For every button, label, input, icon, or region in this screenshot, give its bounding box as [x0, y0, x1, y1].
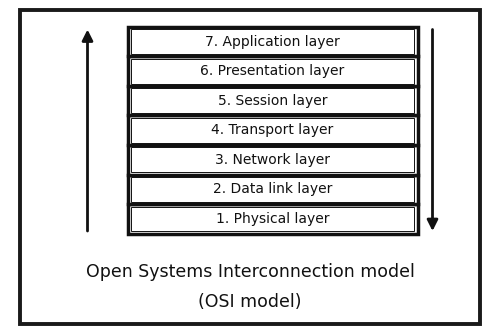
Bar	[128, 27, 418, 56]
Bar	[131, 147, 414, 172]
Bar	[128, 175, 418, 204]
Text: 6. Presentation layer: 6. Presentation layer	[200, 64, 344, 78]
Bar	[128, 204, 418, 234]
Text: Open Systems Interconnection model: Open Systems Interconnection model	[86, 263, 414, 281]
Bar	[131, 29, 414, 54]
Bar	[128, 145, 418, 175]
Bar	[131, 206, 414, 231]
Bar	[128, 116, 418, 145]
Bar	[128, 56, 418, 86]
Bar	[131, 118, 414, 143]
Text: 3. Network layer: 3. Network layer	[215, 153, 330, 167]
Text: (OSI model): (OSI model)	[198, 293, 302, 311]
Bar	[131, 59, 414, 84]
Text: 7. Application layer: 7. Application layer	[205, 34, 340, 48]
Bar	[128, 86, 418, 116]
Text: 1. Physical layer: 1. Physical layer	[216, 212, 329, 226]
Bar	[131, 177, 414, 202]
Text: 2. Data link layer: 2. Data link layer	[213, 182, 332, 196]
Text: 4. Transport layer: 4. Transport layer	[212, 123, 334, 137]
Text: 5. Session layer: 5. Session layer	[218, 94, 327, 108]
Bar	[131, 88, 414, 113]
